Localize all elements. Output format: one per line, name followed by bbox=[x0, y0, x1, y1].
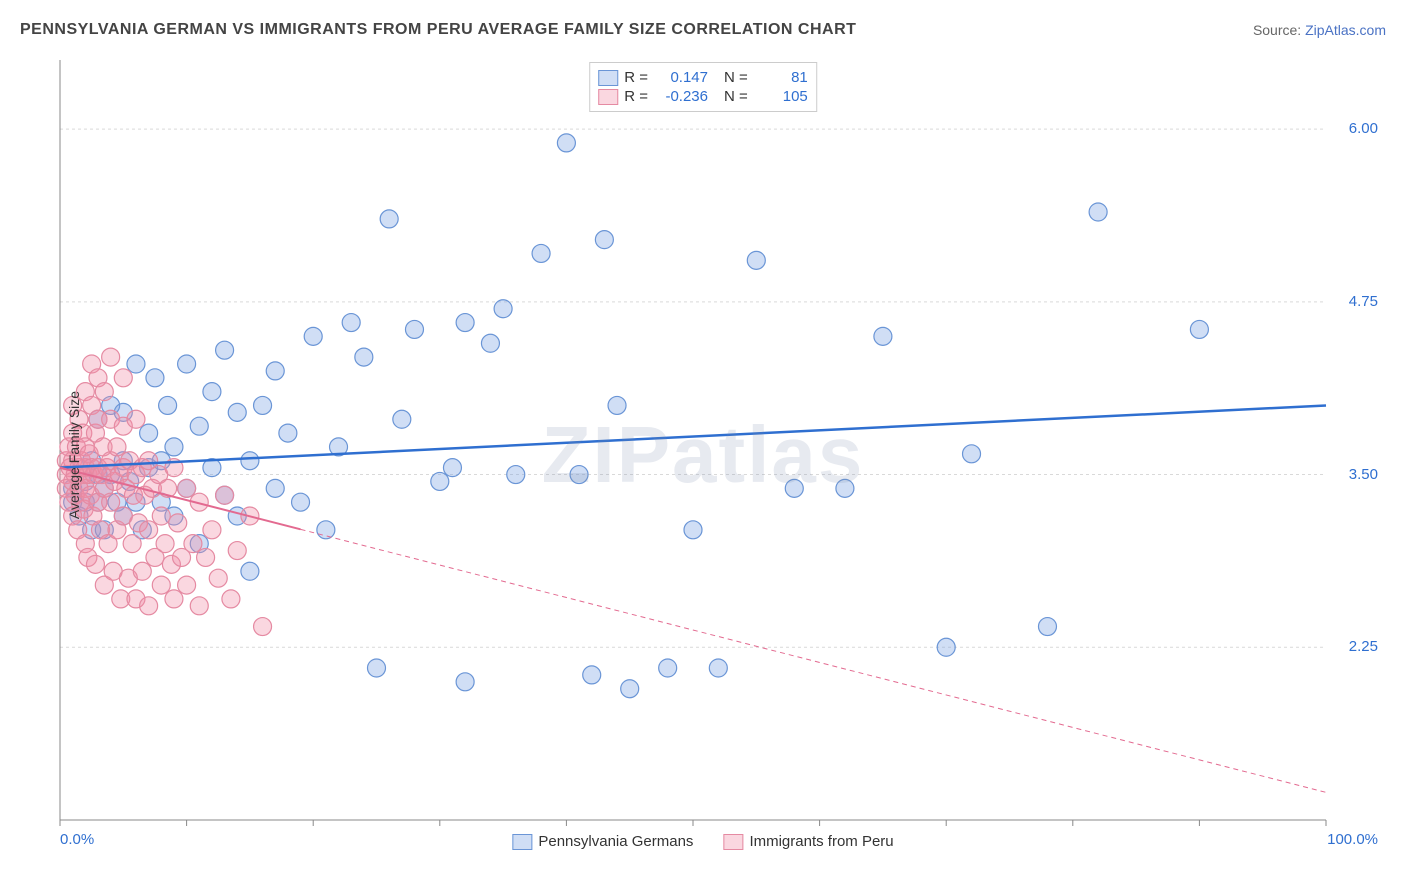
source-prefix: Source: bbox=[1253, 22, 1305, 38]
legend-r-label: R = bbox=[624, 69, 648, 86]
legend-item-2: Immigrants from Peru bbox=[723, 833, 893, 850]
legend-n-label: N = bbox=[724, 69, 748, 86]
x-max-label: 100.0% bbox=[1327, 831, 1378, 848]
legend-n-value-1: 81 bbox=[758, 69, 808, 86]
chart-area: Average Family Size ZIPatlas R = 0.147 N… bbox=[20, 60, 1386, 850]
swatch-series-1 bbox=[512, 834, 532, 850]
legend-n-value-2: 105 bbox=[758, 88, 808, 105]
legend-n-label: N = bbox=[724, 88, 748, 105]
scatter-plot bbox=[20, 60, 1386, 850]
y-tick-label: 2.25 bbox=[1349, 638, 1378, 655]
swatch-series-2 bbox=[598, 89, 618, 105]
series-legend: Pennsylvania Germans Immigrants from Per… bbox=[512, 833, 893, 850]
legend-row-series-1: R = 0.147 N = 81 bbox=[598, 69, 808, 86]
legend-r-label: R = bbox=[624, 88, 648, 105]
chart-title: PENNSYLVANIA GERMAN VS IMMIGRANTS FROM P… bbox=[20, 21, 856, 39]
swatch-series-2 bbox=[723, 834, 743, 850]
source-link[interactable]: ZipAtlas.com bbox=[1305, 22, 1386, 38]
x-min-label: 0.0% bbox=[60, 831, 94, 848]
source-attribution: Source: ZipAtlas.com bbox=[1253, 22, 1386, 38]
legend-label-1: Pennsylvania Germans bbox=[538, 833, 693, 850]
legend-label-2: Immigrants from Peru bbox=[749, 833, 893, 850]
legend-r-value-1: 0.147 bbox=[658, 69, 708, 86]
y-tick-label: 6.00 bbox=[1349, 120, 1378, 137]
legend-item-1: Pennsylvania Germans bbox=[512, 833, 693, 850]
y-tick-label: 4.75 bbox=[1349, 293, 1378, 310]
y-axis-label: Average Family Size bbox=[66, 391, 82, 519]
legend-row-series-2: R = -0.236 N = 105 bbox=[598, 88, 808, 105]
y-tick-label: 3.50 bbox=[1349, 466, 1378, 483]
correlation-legend: R = 0.147 N = 81 R = -0.236 N = 105 bbox=[589, 62, 817, 112]
swatch-series-1 bbox=[598, 70, 618, 86]
legend-r-value-2: -0.236 bbox=[658, 88, 708, 105]
